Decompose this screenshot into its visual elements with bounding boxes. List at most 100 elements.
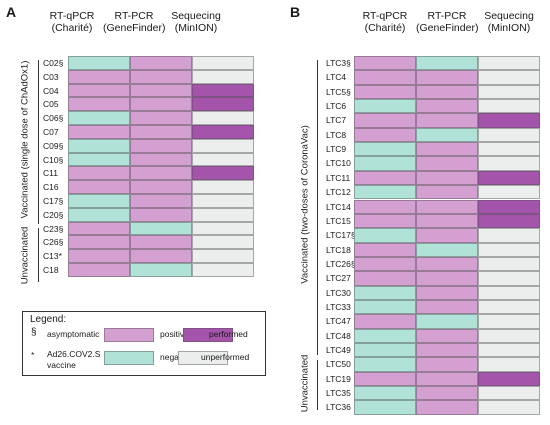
a-cell-positive [130, 207, 192, 222]
b-cell-positive [354, 314, 416, 329]
b-cell-unperformed [478, 99, 540, 114]
b-cell-unperformed [478, 228, 540, 243]
b-row-label: LTC4 [326, 72, 347, 83]
b-cell-positive [354, 213, 416, 229]
a-cell-positive [130, 152, 192, 167]
a-cell-unperformed [192, 111, 254, 125]
b-cell-positive [354, 127, 416, 143]
b-cell-unperformed [478, 285, 540, 300]
a-cell-positive [68, 221, 130, 236]
b-cell-negative [354, 228, 416, 243]
a-cell-performed [192, 125, 254, 139]
a-cell-positive [68, 263, 130, 277]
b-cell-unperformed [478, 56, 540, 71]
b-cell-positive [416, 371, 478, 387]
b-cell-positive [416, 99, 478, 114]
a-cell-unperformed [192, 138, 254, 153]
b-row-label: LTC7 [326, 115, 347, 126]
a-cell-negative [68, 56, 130, 70]
b-cell-positive [416, 84, 478, 100]
legend-swatch-negative [104, 351, 154, 365]
a-cell-unperformed [192, 263, 254, 277]
b-cell-positive [416, 199, 478, 214]
a-cell-unperformed [192, 56, 254, 70]
a-cell-positive [130, 235, 192, 250]
b-group-bracket-unvaccinated [317, 360, 318, 410]
b-column-header-line: (GeneFinder) [416, 22, 479, 34]
b-cell-positive [354, 56, 416, 71]
b-cell-negative [354, 343, 416, 358]
b-cell-positive [354, 271, 416, 286]
a-column-header-line: RT-qPCR [49, 10, 95, 22]
b-cell-positive [416, 299, 478, 315]
legend-title: Legend: [30, 314, 67, 325]
a-column-header-line: RT-PCR [114, 10, 154, 22]
a-cell-negative [68, 111, 130, 125]
a-cell-positive [130, 69, 192, 84]
a-cell-negative [68, 194, 130, 208]
a-column-header: RT-PCR (GeneFinder) [103, 10, 165, 34]
a-row-label: C09§ [43, 140, 64, 151]
a-row-label: C13* [43, 251, 62, 262]
legend-symbol-vaccine: * [31, 350, 35, 360]
b-cell-positive [416, 156, 478, 171]
b-row-label: LTC48 [326, 330, 351, 341]
b-cell-negative [354, 386, 416, 401]
legend-box: Legend: § asymptomatic * Ad26.COV2.S vac… [22, 311, 266, 376]
b-cell-positive [416, 328, 478, 343]
a-cell-unperformed [192, 194, 254, 208]
b-row-label: LTC8 [326, 129, 347, 140]
b-cell-negative [354, 99, 416, 114]
b-row-label: LTC9 [326, 144, 347, 155]
a-cell-positive [130, 166, 192, 181]
a-group-bracket-vaccinated [38, 60, 39, 224]
b-cell-unperformed [478, 400, 540, 415]
b-cell-positive [416, 228, 478, 243]
a-cell-positive [130, 83, 192, 98]
a-cell-positive [68, 166, 130, 181]
b-column-header-line: (Charité) [364, 22, 406, 34]
a-cell-positive [130, 97, 192, 112]
a-cell-positive [130, 56, 192, 70]
a-row-label: C23§ [43, 223, 64, 234]
a-cell-positive [68, 235, 130, 250]
b-cell-unperformed [478, 127, 540, 143]
b-row-label: LTC5§ [326, 86, 351, 97]
a-column-header-line: Sequecing [171, 10, 221, 22]
b-group-label-vaccinated: Vaccinated (two-doses of CoronaVac) [299, 125, 311, 284]
a-row-label: C04 [43, 85, 59, 96]
a-cell-positive [68, 97, 130, 112]
a-row-label: C05 [43, 99, 59, 110]
b-row-label: LTC50 [326, 359, 351, 370]
b-row-label: LTC11 [326, 172, 351, 183]
b-column-header: RT-PCR (GeneFinder) [416, 10, 478, 34]
b-cell-negative [354, 400, 416, 415]
b-cell-unperformed [478, 343, 540, 358]
b-cell-positive [416, 343, 478, 358]
b-column-header: Sequecing (MinION) [478, 10, 540, 34]
legend-symbol-asymptomatic: § [31, 327, 37, 338]
a-row-label: C07 [43, 127, 59, 137]
b-cell-unperformed [478, 70, 540, 85]
a-cell-positive [130, 138, 192, 153]
legend-swatch-positive [104, 328, 154, 342]
a-cell-unperformed [192, 249, 254, 263]
a-row-label: C06§ [43, 113, 64, 124]
a-column-header-line: (Charité) [51, 22, 93, 34]
legend-text-vaccine-2: vaccine [47, 360, 76, 370]
a-column-header-line: (GeneFinder) [103, 22, 166, 34]
a-cell-unperformed [192, 207, 254, 222]
b-cell-positive [416, 256, 478, 272]
a-cell-negative [130, 263, 192, 277]
legend-swatch-performed [183, 328, 233, 342]
b-cell-negative [354, 156, 416, 171]
b-cell-unperformed [478, 357, 540, 372]
b-cell-unperformed [478, 299, 540, 315]
b-cell-performed [478, 213, 540, 229]
b-row-label: LTC14 [326, 201, 351, 212]
a-row-label: C17§ [43, 196, 64, 206]
a-cell-performed [192, 97, 254, 112]
a-cell-negative [130, 221, 192, 236]
a-row-label: C02§ [43, 58, 64, 68]
legend-text-performed: performed [209, 329, 248, 339]
